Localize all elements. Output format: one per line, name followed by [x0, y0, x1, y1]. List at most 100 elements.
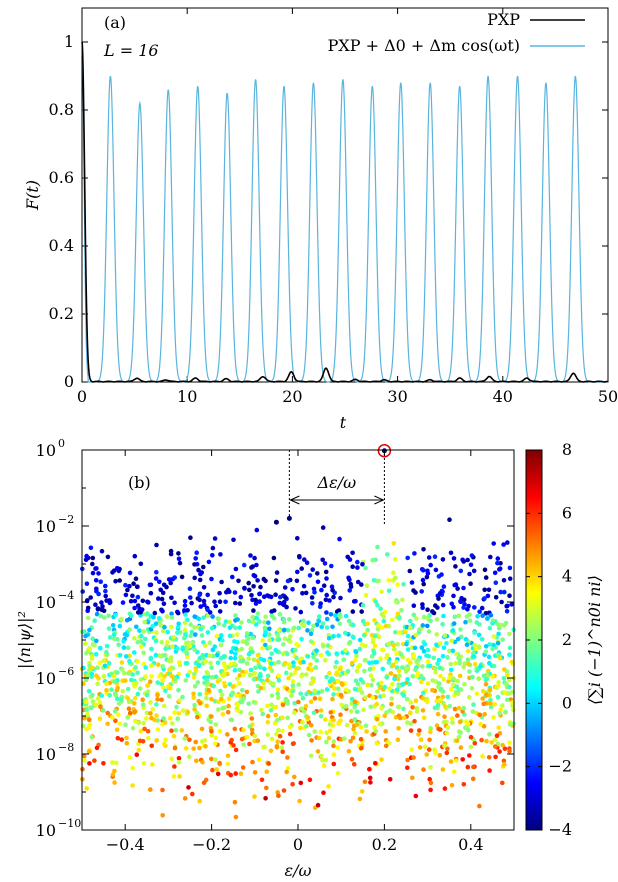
scatter-point — [127, 710, 133, 716]
scatter-point — [447, 517, 452, 522]
scatter-point — [211, 683, 216, 689]
scatter-point — [391, 570, 396, 575]
scatter-point — [335, 679, 341, 684]
scatter-point — [428, 725, 433, 731]
scatter-point — [120, 688, 126, 694]
y-tick-label: 1 — [64, 32, 74, 51]
scatter-point — [488, 612, 494, 618]
scatter-point — [379, 589, 385, 595]
scatter-point — [135, 691, 141, 697]
scatter-point — [115, 696, 120, 702]
scatter-point — [291, 660, 296, 665]
scatter-point — [277, 611, 283, 617]
scatter-point — [483, 692, 489, 698]
scatter-point — [350, 550, 355, 556]
scatter-point — [358, 736, 364, 742]
scatter-point — [345, 668, 351, 674]
scatter-point — [392, 676, 397, 682]
scatter-point — [135, 659, 140, 664]
scatter-point — [176, 756, 182, 761]
scatter-point — [257, 619, 262, 624]
scatter-point — [279, 745, 285, 750]
notable-point — [273, 519, 279, 525]
scatter-point — [141, 761, 147, 766]
scatter-point — [172, 745, 178, 751]
scatter-point — [452, 706, 458, 712]
colorbar-tick-label: 2 — [562, 630, 572, 649]
scatter-point — [149, 646, 154, 652]
scatter-point — [171, 774, 177, 779]
scatter-point — [492, 702, 498, 707]
scatter-point — [417, 627, 422, 633]
scatter-point — [318, 729, 324, 735]
scatter-point — [491, 634, 497, 639]
scatter-point — [92, 618, 97, 623]
scatter-point — [298, 780, 304, 786]
scatter-point — [470, 709, 476, 714]
scatter-point — [233, 814, 239, 820]
scatter-point — [505, 540, 510, 545]
scatter-point — [420, 602, 425, 607]
scatter-point — [187, 737, 192, 743]
scatter-point — [145, 728, 151, 734]
scatter-point — [401, 582, 406, 587]
scatter-point — [220, 638, 225, 643]
scatter-point — [255, 578, 260, 583]
scatter-point — [139, 633, 144, 639]
scatter-point — [219, 633, 224, 638]
scatter-point — [160, 628, 166, 634]
scatter-point — [448, 667, 454, 673]
series-pxp-line — [81, 41, 609, 383]
system-size-annotation: L = 16 — [103, 41, 159, 60]
scatter-point — [218, 552, 223, 557]
scatter-point — [217, 728, 223, 734]
scatter-point — [103, 593, 108, 599]
scatter-point — [303, 590, 309, 596]
scatter-point — [132, 710, 137, 715]
scatter-point — [235, 702, 241, 708]
scatter-point — [288, 639, 293, 644]
scatter-point — [324, 625, 330, 630]
scatter-point — [483, 575, 489, 580]
colorbar-tick-label: 0 — [562, 693, 572, 712]
scatter-point — [240, 658, 246, 663]
scatter-point — [327, 728, 333, 734]
scatter-point — [177, 560, 183, 566]
scatter-point — [125, 587, 130, 593]
scatter-point — [505, 672, 510, 678]
scatter-point — [147, 679, 153, 684]
scatter-point — [408, 618, 413, 624]
scatter-point — [486, 755, 492, 760]
scatter-point — [209, 756, 214, 762]
scatter-point — [200, 656, 206, 661]
scatter-point — [308, 722, 314, 728]
scatter-point — [152, 610, 158, 616]
scatter-point — [101, 674, 107, 679]
scatter-point — [442, 743, 447, 749]
scatter-point — [175, 630, 180, 635]
scatter-point — [232, 590, 238, 595]
scatter-point — [445, 694, 451, 700]
scatter-point — [262, 666, 267, 672]
scatter-point — [85, 615, 91, 621]
scatter-point — [374, 741, 380, 746]
scatter-point — [228, 661, 233, 667]
scatter-point — [455, 636, 461, 642]
scatter-point — [312, 688, 318, 693]
scatter-point — [90, 570, 96, 576]
notable-point — [286, 515, 292, 521]
colorbar-label: ⟨∑i (−1)^n0i ni⟩ — [585, 575, 604, 705]
scatter-point — [431, 655, 437, 661]
scatter-point — [350, 735, 356, 741]
scatter-point — [481, 673, 487, 679]
scatter-point — [464, 642, 470, 647]
scatter-point — [124, 654, 129, 659]
scatter-point — [125, 696, 131, 701]
scatter-point — [183, 746, 189, 751]
scatter-point — [251, 608, 256, 613]
scatter-point — [233, 566, 239, 572]
scatter-point — [495, 640, 501, 646]
scatter-point — [405, 757, 410, 763]
scatter-point — [191, 675, 197, 680]
scatter-point — [259, 707, 264, 713]
